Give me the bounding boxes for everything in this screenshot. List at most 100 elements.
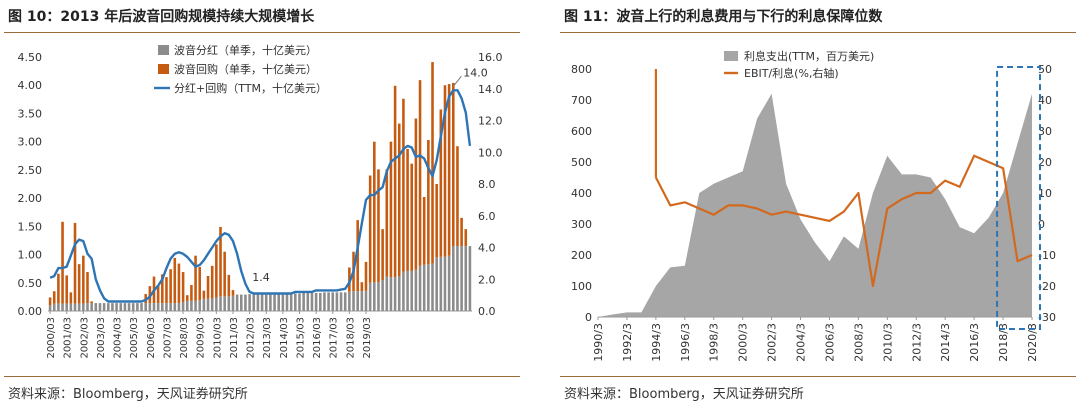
- highlight-box: [996, 66, 1042, 330]
- buyback-bar: [73, 222, 77, 304]
- dividend-bar: [298, 293, 301, 311]
- buyback-bar: [447, 84, 451, 256]
- dividend-bar: [460, 246, 463, 311]
- dividend-bar: [77, 303, 81, 311]
- buyback-bar: [231, 290, 235, 296]
- dividend-bar: [256, 294, 260, 311]
- x-tick-label: 2011/03: [229, 317, 240, 359]
- dividend-bar: [410, 270, 414, 311]
- dividend-bar: [377, 282, 380, 311]
- dividend-bar: [435, 257, 438, 311]
- buyback-bar: [52, 291, 56, 304]
- buyback-bar: [223, 251, 226, 297]
- right-y-tick-label: 20: [1038, 156, 1052, 169]
- dividend-bar: [227, 296, 231, 311]
- buyback-bar: [397, 123, 401, 277]
- dividend-bar: [252, 294, 256, 311]
- left-y-tick-label: 100: [571, 280, 592, 293]
- dividend-bar: [194, 300, 197, 311]
- dividend-bar: [273, 294, 276, 311]
- dividend-bar: [285, 293, 289, 311]
- buyback-bar: [215, 244, 218, 298]
- x-tick-label: 2002/03: [79, 317, 90, 359]
- dividend-bar: [181, 301, 185, 311]
- x-tick-label: 2007/03: [162, 317, 173, 359]
- buyback-bar: [431, 62, 434, 264]
- ttm-line: [49, 89, 472, 303]
- dividend-bar: [219, 296, 222, 311]
- dividend-bar: [431, 263, 434, 311]
- buyback-bar: [210, 265, 214, 299]
- dividend-bar: [94, 303, 98, 311]
- x-tick-label: 2002/3: [766, 323, 779, 362]
- dividend-bar: [302, 292, 305, 311]
- right-y-tick-label: 4.0: [478, 242, 496, 255]
- legend-label-ebit: EBIT/利息(%,右轴): [744, 66, 839, 80]
- right-y-tick-label: 16.0: [478, 51, 503, 64]
- x-tick-label: 2014/03: [279, 317, 290, 359]
- dividend-bar: [248, 294, 251, 311]
- buyback-bar: [185, 295, 189, 301]
- dividend-bar: [177, 303, 181, 311]
- right-y-tick-label: -10: [1038, 249, 1056, 262]
- interest-expense-area: [598, 93, 1032, 317]
- buyback-bar: [427, 139, 430, 265]
- dividend-bar: [86, 303, 89, 311]
- buyback-bar: [364, 261, 368, 291]
- x-tick-label: 2016/03: [312, 317, 323, 359]
- dividend-bar: [210, 298, 214, 311]
- dividend-bar: [348, 291, 351, 311]
- buyback-bar: [439, 109, 443, 257]
- right-y-tick-label: 2.0: [478, 273, 496, 286]
- dividend-bar: [140, 303, 143, 311]
- dividend-bar: [223, 296, 226, 311]
- right-y-tick-label: 8.0: [478, 178, 496, 191]
- x-tick-label: 2017/03: [329, 317, 340, 359]
- dividend-bar: [439, 256, 443, 311]
- dividend-bar: [443, 256, 447, 311]
- x-tick-label: 1996/3: [679, 323, 692, 362]
- dividend-bar: [144, 303, 147, 311]
- right-figure-title: 图 11：波音上行的利息费用与下行的利息保障位数: [564, 9, 883, 25]
- x-tick-label: 2018/3: [997, 323, 1010, 362]
- dividend-bar: [260, 294, 264, 311]
- left-y-tick-label: 3.00: [18, 136, 43, 149]
- dividend-bar: [343, 292, 347, 311]
- x-tick-label: 2004/03: [113, 317, 124, 359]
- dividend-bar: [69, 303, 73, 311]
- buyback-bar: [443, 85, 447, 257]
- dividend-bar: [422, 264, 426, 311]
- buyback-bar: [90, 301, 93, 304]
- x-tick-label: 2001/03: [63, 317, 74, 359]
- dividend-bar: [98, 303, 102, 311]
- left-source-note: 资料来源：Bloomberg，天风证券研究所: [8, 387, 248, 402]
- dividend-bar: [402, 271, 405, 311]
- left-y-tick-label: 700: [571, 94, 592, 107]
- right-bottom-rule: [560, 376, 1076, 377]
- buyback-bar: [57, 273, 60, 304]
- ebit-line: [654, 154, 1033, 288]
- buyback-bar: [194, 255, 197, 301]
- buyback-bar: [65, 275, 68, 304]
- dividend-bar: [131, 303, 135, 311]
- legend-swatch-dividend: [158, 45, 169, 55]
- dividend-bar: [468, 246, 472, 311]
- right-top-rule: [560, 32, 1076, 33]
- buyback-bar: [82, 255, 85, 304]
- x-tick-label: 2013/03: [262, 317, 273, 359]
- dividend-bar: [119, 303, 123, 311]
- dividend-bar: [190, 300, 193, 311]
- right-y-tick-label: -30: [1038, 311, 1056, 324]
- legend-label-buyback: 波音回购（单季，十亿美元）: [174, 62, 317, 76]
- dividend-bar: [198, 300, 202, 311]
- buyback-bar: [61, 221, 64, 304]
- dividend-bar: [385, 276, 389, 311]
- dividend-bar: [314, 292, 318, 311]
- dividend-bar: [202, 298, 206, 311]
- dividend-bar: [127, 303, 131, 311]
- left-top-rule: [4, 32, 520, 33]
- dividend-bar: [52, 303, 56, 311]
- buyback-bar: [86, 272, 89, 304]
- legend-swatch-interest: [724, 51, 738, 61]
- dividend-bar: [310, 292, 314, 311]
